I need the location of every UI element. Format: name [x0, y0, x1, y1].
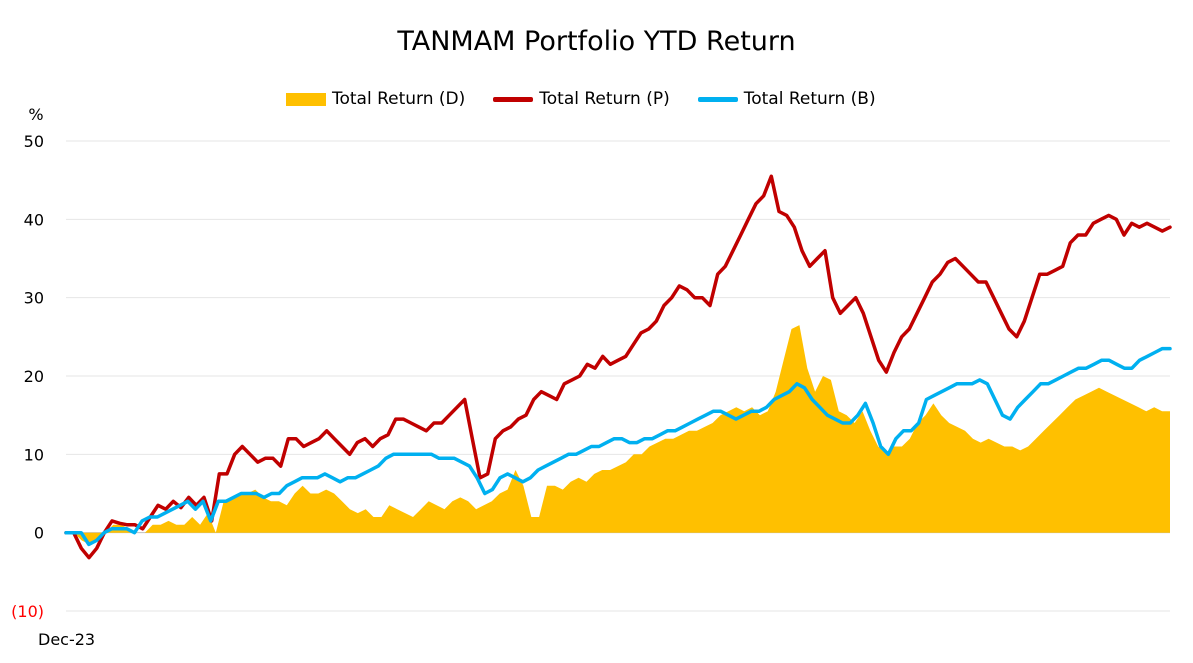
legend-swatch-p	[493, 96, 534, 102]
series-area-0	[66, 325, 1170, 545]
y-tick-label: (10)	[11, 602, 44, 621]
legend-label-p: Total Return (P)	[539, 89, 670, 109]
y-axis-label: %	[28, 105, 43, 124]
legend-label-d: Total Return (D)	[332, 89, 466, 109]
series-line-1	[64, 174, 1172, 560]
legend-swatch-b	[697, 96, 738, 102]
y-tick-label: 40	[24, 210, 44, 229]
y-tick-label: 20	[24, 367, 44, 386]
chart-title: TANMAM Portfolio YTD Return	[397, 26, 796, 57]
legend: Total Return (D) Total Return (P) Total …	[286, 88, 904, 110]
legend-label-b: Total Return (B)	[743, 89, 876, 109]
legend-item-b: Total Return (B)	[697, 89, 876, 109]
legend-item-d: Total Return (D)	[286, 89, 465, 109]
y-tick-label: 10	[24, 445, 44, 464]
x-tick-label: Dec-23	[38, 630, 95, 649]
y-tick-label: 50	[24, 132, 44, 151]
legend-item-p: Total Return (P)	[493, 89, 670, 109]
y-tick-label: 0	[34, 524, 44, 543]
legend-swatch-d	[286, 92, 326, 106]
series-line-2	[64, 346, 1172, 547]
y-tick-label: 30	[24, 289, 44, 308]
